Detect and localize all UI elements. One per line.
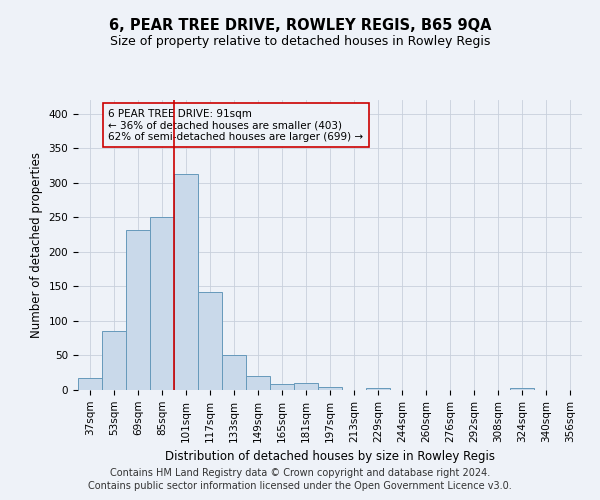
Bar [222,356,246,390]
Bar [318,386,342,390]
Bar [174,174,198,390]
Bar [150,216,174,390]
Bar [198,292,222,390]
Bar [126,230,150,390]
Text: Contains HM Land Registry data © Crown copyright and database right 2024.: Contains HM Land Registry data © Crown c… [110,468,490,477]
Bar [102,332,126,390]
Text: 6 PEAR TREE DRIVE: 91sqm
← 36% of detached houses are smaller (403)
62% of semi-: 6 PEAR TREE DRIVE: 91sqm ← 36% of detach… [108,108,364,142]
Bar [510,388,534,390]
Bar [270,384,294,390]
Bar [78,378,102,390]
X-axis label: Distribution of detached houses by size in Rowley Regis: Distribution of detached houses by size … [165,450,495,463]
Bar [294,383,318,390]
Bar [246,376,270,390]
Bar [366,388,390,390]
Text: 6, PEAR TREE DRIVE, ROWLEY REGIS, B65 9QA: 6, PEAR TREE DRIVE, ROWLEY REGIS, B65 9Q… [109,18,491,32]
Text: Size of property relative to detached houses in Rowley Regis: Size of property relative to detached ho… [110,35,490,48]
Y-axis label: Number of detached properties: Number of detached properties [30,152,43,338]
Text: Contains public sector information licensed under the Open Government Licence v3: Contains public sector information licen… [88,481,512,491]
